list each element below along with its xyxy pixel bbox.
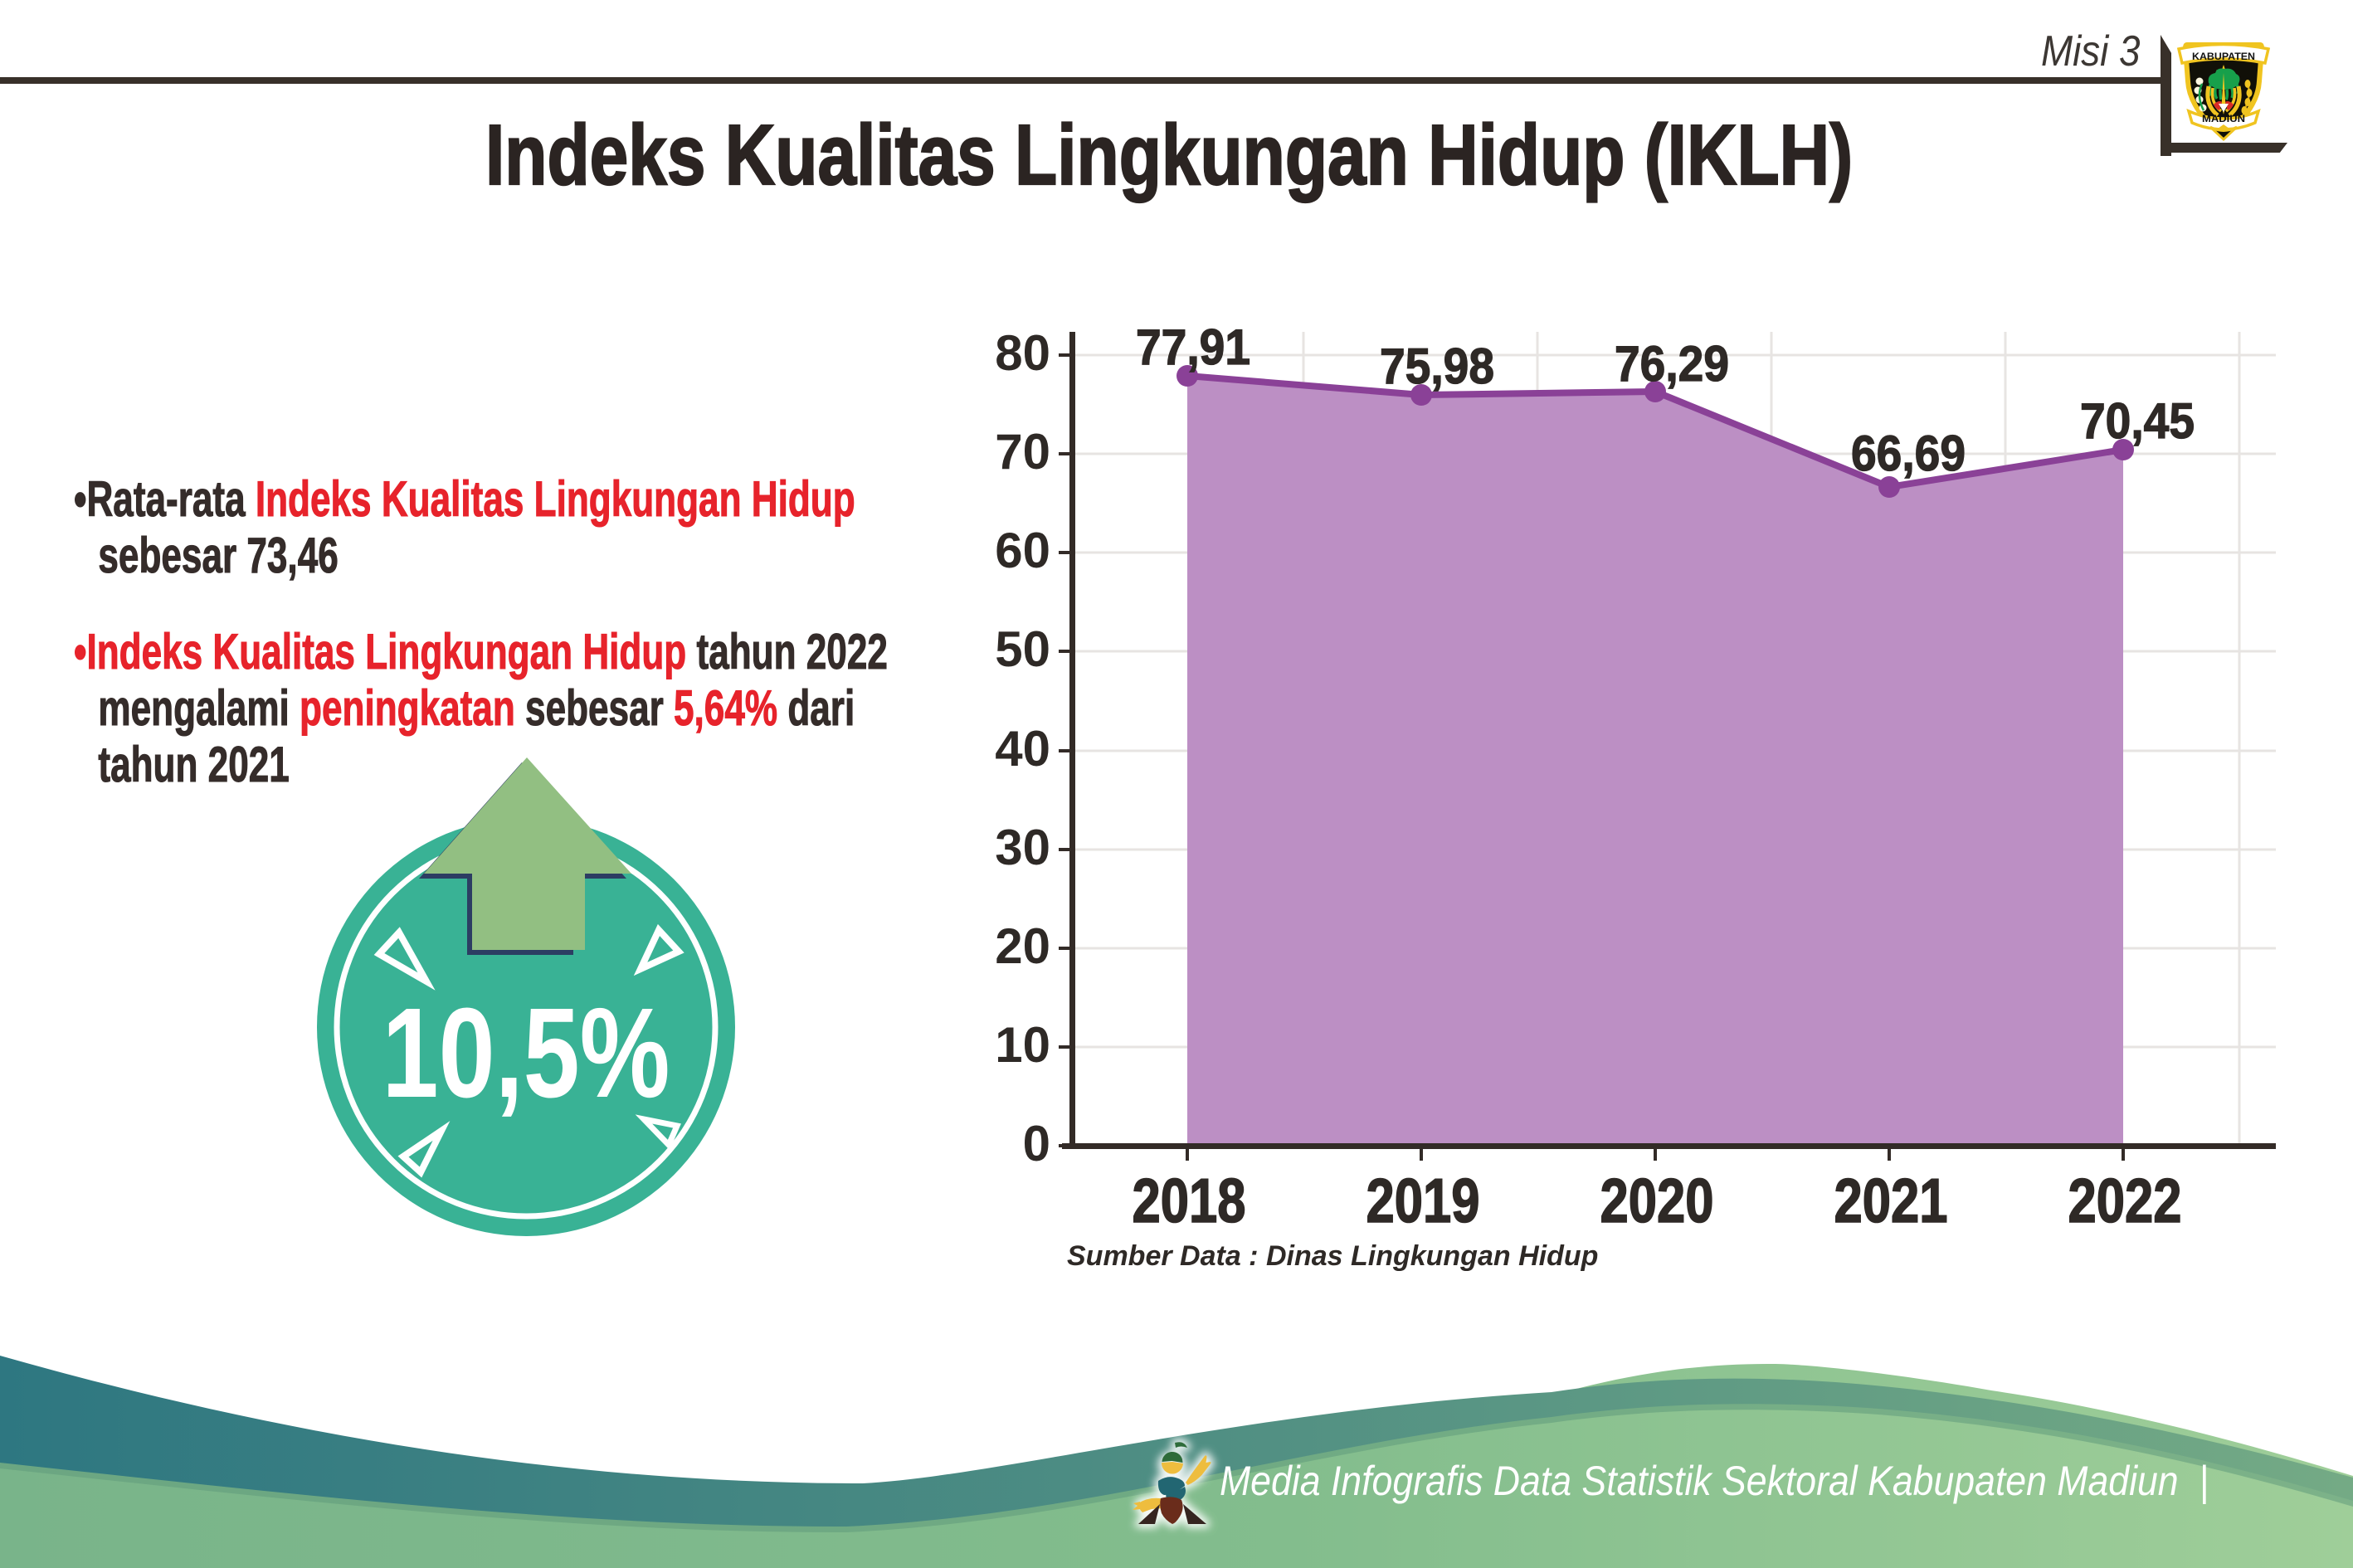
svg-text:77,91: 77,91 [1136,319,1250,375]
svg-text:70: 70 [995,424,1050,480]
svg-text:80: 80 [995,325,1050,381]
svg-text:10: 10 [995,1017,1050,1073]
svg-text:50: 50 [995,621,1050,677]
svg-text:70,45: 70,45 [2080,393,2195,449]
svg-text:40: 40 [995,721,1050,777]
svg-text:10,5%: 10,5% [382,981,670,1124]
svg-text:30: 30 [995,820,1050,875]
svg-text:76,29: 76,29 [1615,336,1729,392]
svg-text:20: 20 [995,918,1050,974]
svg-text:75,98: 75,98 [1380,338,1494,394]
svg-text:2021: 2021 [1834,1166,1948,1235]
svg-text:66,69: 66,69 [1851,426,1966,481]
svg-text:2020: 2020 [1600,1166,1714,1235]
svg-text:MADIUN: MADIUN [2202,113,2245,124]
svg-text:2018: 2018 [1133,1166,1246,1235]
svg-text:2022: 2022 [2068,1166,2182,1235]
svg-text:2019: 2019 [1366,1166,1480,1235]
svg-text:Media Infografis Data Statisti: Media Infografis Data Statistik Sektoral… [1220,1458,2209,1505]
svg-text:0: 0 [1023,1116,1050,1171]
svg-text:60: 60 [995,523,1050,578]
svg-text:KABUPATEN: KABUPATEN [2192,51,2255,62]
